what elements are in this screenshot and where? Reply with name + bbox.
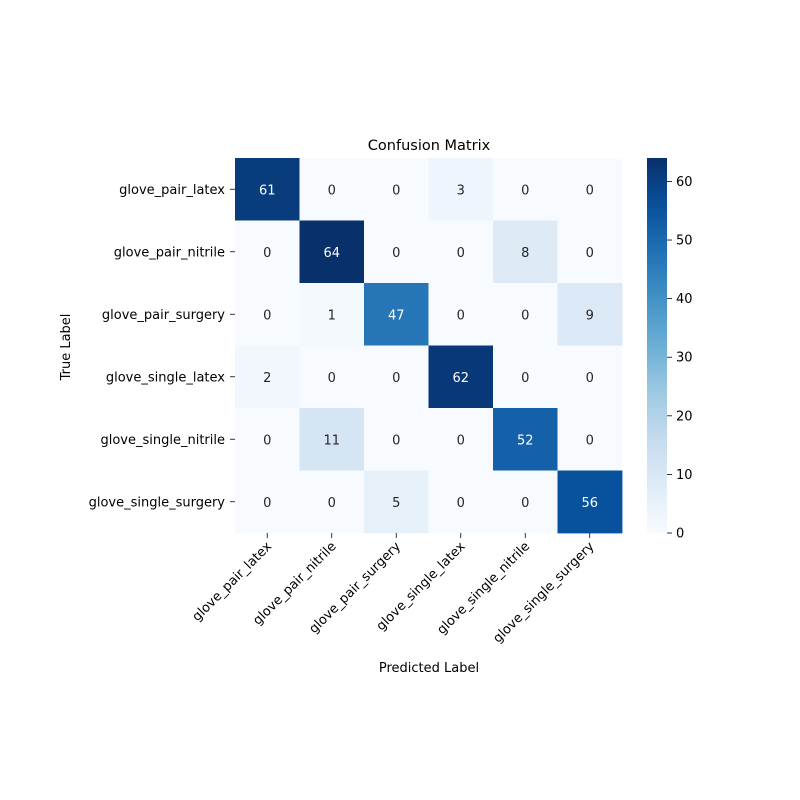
heatmap-cell [364, 158, 429, 221]
heatmap-cells: 61 0 0 3 0 0 0 64 0 0 8 0 0 1 47 0 0 9 2 0 0 62 0 0 0 11 0 0 52 0 0 0 5 0… [235, 158, 623, 534]
cell-value-label: 0 [521, 371, 529, 386]
x-axis-label: Predicted Label [379, 661, 479, 676]
heatmap-cell [235, 283, 300, 346]
cell-value-label: 61 [259, 183, 276, 198]
y-tick-label: glove_pair_surgery [102, 308, 225, 323]
heatmap-cell [299, 408, 365, 471]
colorbar-tick-label: 50 [676, 234, 693, 249]
heatmap-cell [235, 220, 300, 284]
cell-value-label: 0 [263, 308, 271, 323]
cell-value-label: 0 [586, 246, 594, 261]
x-axis-ticks: glove_pair_latexglove_pair_nitrileglove_… [190, 533, 598, 646]
heatmap-cell [299, 283, 365, 346]
y-axis-label: True Label [59, 314, 74, 382]
cell-value-label: 0 [457, 308, 465, 323]
cell-value-label: 5 [392, 496, 400, 511]
cell-value-label: 0 [457, 496, 465, 511]
cell-value-label: 52 [517, 433, 534, 448]
cell-value-label: 64 [323, 246, 340, 261]
cell-value-label: 0 [521, 183, 529, 198]
cell-value-label: 0 [457, 433, 465, 448]
heatmap-cell [235, 345, 300, 409]
cell-value-label: 0 [521, 496, 529, 511]
heatmap-cell [364, 220, 429, 284]
heatmap-cell [364, 408, 429, 471]
cell-value-label: 2 [263, 371, 271, 386]
cell-value-label: 0 [263, 433, 271, 448]
heatmap-cell [557, 158, 623, 221]
heatmap-cell [493, 345, 558, 409]
cell-value-label: 1 [328, 308, 336, 323]
chart-title: Confusion Matrix [368, 138, 491, 154]
heatmap-cell [493, 470, 558, 534]
y-tick-label: glove_pair_latex [119, 183, 225, 198]
heatmap-cell [235, 470, 300, 534]
cell-value-label: 0 [521, 308, 529, 323]
heatmap-cell [493, 408, 558, 471]
cell-value-label: 0 [263, 246, 271, 261]
cell-value-label: 0 [392, 183, 400, 198]
heatmap-cell [557, 408, 623, 471]
heatmap-cell [428, 283, 494, 346]
y-tick-label: glove_pair_nitrile [114, 245, 225, 260]
cell-value-label: 0 [392, 371, 400, 386]
heatmap-cell [493, 158, 558, 221]
cell-value-label: 56 [581, 496, 598, 511]
cell-value-label: 0 [392, 433, 400, 448]
cell-value-label: 0 [586, 433, 594, 448]
heatmap-cell [299, 345, 365, 409]
heatmap-cell [557, 220, 623, 284]
colorbar: 0 10 20 30 40 50 60 [647, 158, 693, 542]
cell-value-label: 8 [521, 246, 529, 261]
cell-value-label: 3 [457, 183, 465, 198]
heatmap-cell [364, 470, 429, 534]
colorbar-tick-label: 10 [676, 468, 693, 483]
y-tick-label: glove_single_latex [106, 370, 225, 385]
heatmap-cell [493, 220, 558, 284]
cell-value-label: 47 [388, 308, 405, 323]
heatmap-cell [557, 283, 623, 346]
cell-value-label: 0 [586, 183, 594, 198]
heatmap-cell [364, 345, 429, 409]
heatmap-cell [299, 158, 365, 221]
cell-value-label: 9 [586, 308, 594, 323]
cell-value-label: 0 [392, 246, 400, 261]
heatmap-cell [235, 408, 300, 471]
heatmap-cell [557, 470, 623, 534]
heatmap-cell [428, 345, 494, 409]
colorbar-tick-label: 60 [676, 175, 693, 190]
cell-value-label: 0 [328, 183, 336, 198]
heatmap-cell [428, 158, 494, 221]
cell-value-label: 0 [586, 371, 594, 386]
y-tick-label: glove_single_nitrile [100, 433, 225, 448]
heatmap-cell [364, 283, 429, 346]
heatmap-cell [299, 470, 365, 534]
heatmap-cell [299, 220, 365, 284]
cell-value-label: 62 [452, 371, 469, 386]
colorbar-tick-label: 20 [676, 409, 693, 424]
heatmap-cell [428, 408, 494, 471]
colorbar-tick-label: 40 [676, 292, 693, 307]
heatmap-cell [235, 158, 300, 221]
heatmap-cell [493, 283, 558, 346]
heatmap-cell [557, 345, 623, 409]
colorbar-gradient [647, 158, 667, 533]
cell-value-label: 0 [263, 496, 271, 511]
colorbar-tick-label: 30 [676, 351, 693, 366]
y-axis-ticks: glove_pair_latex glove_pair_nitrile glove_… [89, 183, 235, 510]
cell-value-label: 11 [323, 433, 340, 448]
cell-value-label: 0 [328, 371, 336, 386]
heatmap-cell [428, 220, 494, 284]
y-tick-label: glove_single_surgery [89, 495, 226, 510]
heatmap-cell [428, 470, 494, 534]
colorbar-tick-label: 0 [676, 527, 684, 542]
cell-value-label: 0 [328, 496, 336, 511]
cell-value-label: 0 [457, 246, 465, 261]
